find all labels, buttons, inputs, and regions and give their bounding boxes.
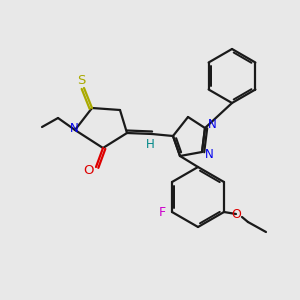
Text: N: N — [70, 122, 78, 136]
Text: H: H — [146, 139, 154, 152]
Text: F: F — [158, 206, 166, 218]
Text: N: N — [208, 118, 216, 131]
Text: S: S — [77, 74, 85, 86]
Text: N: N — [205, 148, 213, 161]
Text: O: O — [231, 208, 241, 220]
Text: O: O — [83, 164, 93, 176]
